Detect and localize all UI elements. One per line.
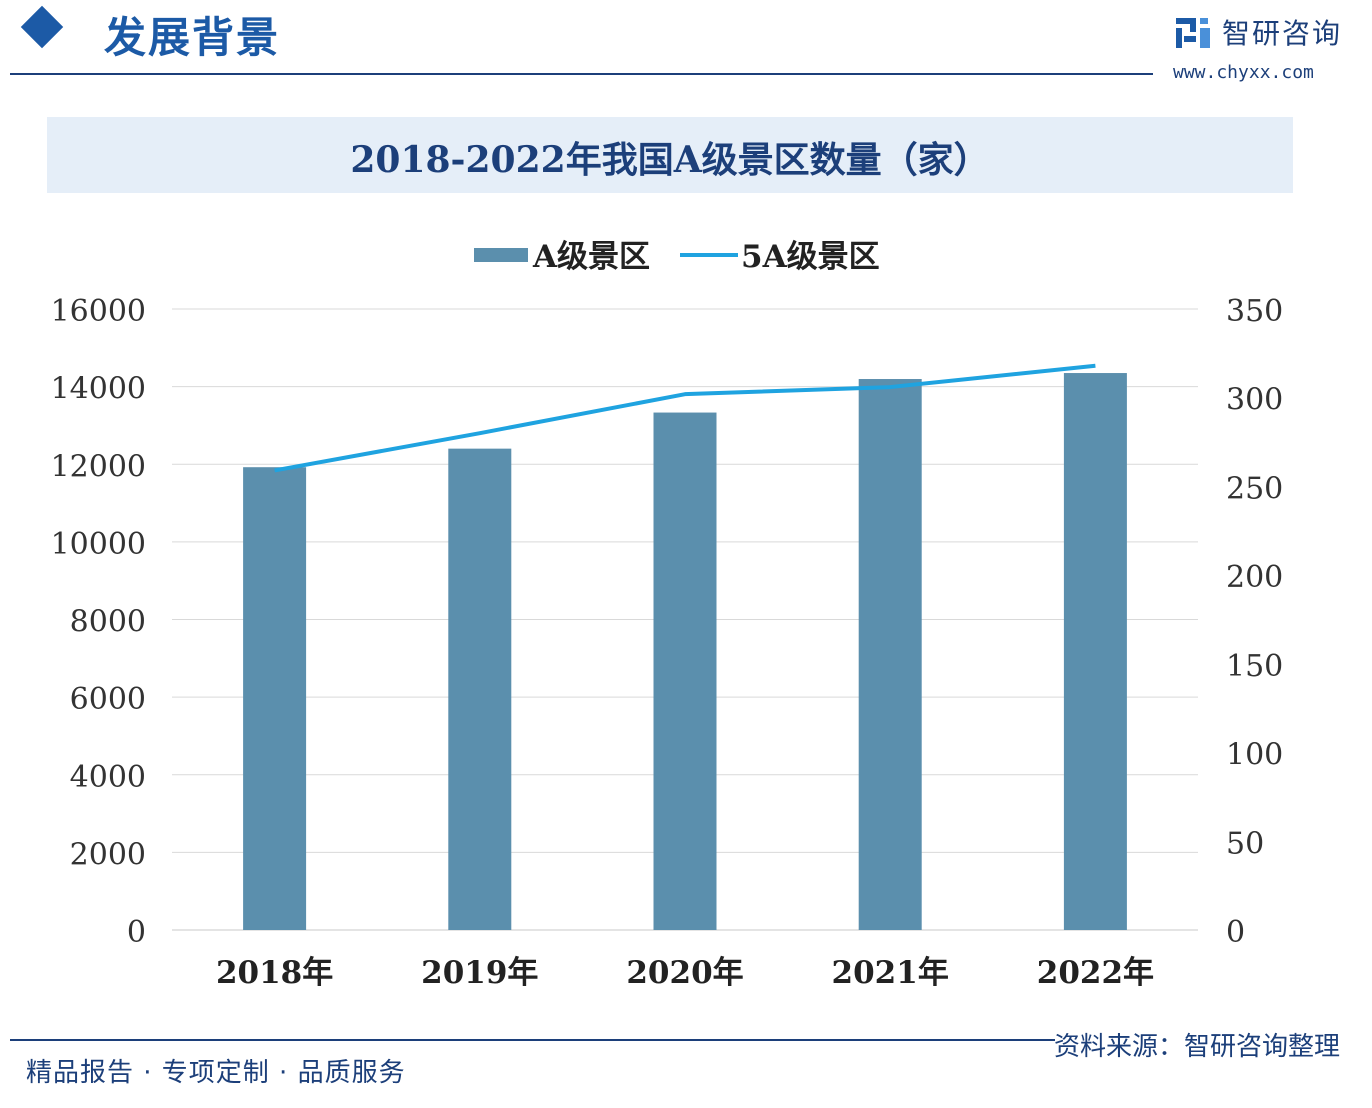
bar-a-level-scenic — [243, 467, 307, 930]
y-left-tick-label: 0 — [127, 915, 146, 950]
y-right-tick-label: 0 — [1226, 915, 1245, 950]
x-tick-label: 2019年 — [421, 955, 538, 991]
y-right-tick-label: 300 — [1226, 383, 1283, 418]
chart-title-band — [47, 117, 1293, 193]
y-left-tick-label: 8000 — [70, 605, 146, 640]
bar-a-level-scenic — [858, 379, 922, 930]
x-tick-label: 2020年 — [626, 955, 743, 991]
legend-label-a-level: A级景区 — [532, 239, 650, 275]
y-left-tick-label: 14000 — [51, 372, 146, 407]
bar-a-level-scenic — [448, 448, 512, 930]
bar-a-level-scenic — [653, 412, 717, 930]
y-left-tick-label: 4000 — [70, 760, 146, 795]
x-tick-label: 2022年 — [1037, 955, 1154, 991]
y-right-tick-label: 250 — [1226, 471, 1283, 506]
y-right-tick-label: 50 — [1226, 826, 1264, 861]
brand-url[interactable]: www.chyxx.com — [1173, 62, 1314, 83]
y-left-tick-label: 10000 — [51, 527, 146, 562]
y-right-tick-label: 150 — [1226, 649, 1283, 684]
bar-a-level-scenic — [1063, 373, 1127, 930]
brand-logo-icon — [1176, 18, 1210, 48]
legend-label-5a: 5A级景区 — [741, 239, 880, 275]
chart-title: 2018-2022年我国A级景区数量（家） — [350, 139, 990, 181]
y-right-tick-label: 350 — [1226, 294, 1283, 329]
x-tick-label: 2018年 — [216, 955, 333, 991]
y-right-tick-label: 100 — [1226, 738, 1283, 773]
y-left-tick-label: 12000 — [51, 449, 146, 484]
y-left-tick-label: 2000 — [70, 837, 146, 872]
y-left-tick-label: 6000 — [70, 682, 146, 717]
footer-divider — [10, 1039, 1055, 1041]
x-tick-label: 2021年 — [832, 955, 949, 991]
source-note: 资料来源：智研咨询整理 — [1054, 1032, 1341, 1062]
header-divider — [10, 73, 1153, 75]
legend-swatch-a-level — [474, 248, 528, 262]
brand-name: 智研咨询 — [1222, 17, 1343, 50]
footer-slogan: 精品报告 · 专项定制 · 品质服务 — [26, 1058, 406, 1088]
y-left-tick-label: 16000 — [51, 294, 146, 329]
section-title: 发展背景 — [104, 13, 281, 62]
y-right-tick-label: 200 — [1226, 560, 1283, 595]
